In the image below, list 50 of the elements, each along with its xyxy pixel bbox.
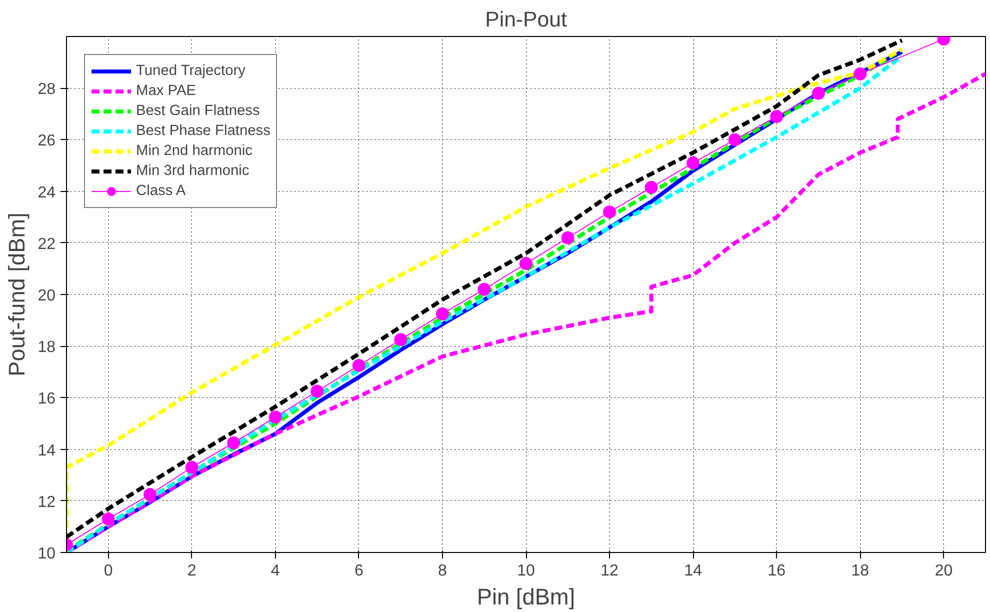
legend-label: Best Gain Flatness	[136, 103, 260, 119]
x-tick-label: 16	[768, 562, 786, 580]
point	[520, 257, 532, 270]
y-tick-label: 14	[38, 442, 56, 460]
x-tick-label: 0	[104, 562, 113, 580]
legend-label: Max PAE	[136, 83, 196, 99]
point	[185, 460, 198, 474]
legend-label: Class A	[136, 183, 186, 199]
legend-label: Best Phase Flatness	[136, 123, 270, 139]
point	[728, 133, 742, 146]
point	[102, 512, 115, 526]
y-tick-label: 20	[38, 288, 56, 304]
point	[436, 307, 449, 320]
legend-label: Min 3rd harmonic	[136, 163, 250, 179]
point	[854, 67, 867, 80]
point	[478, 282, 491, 296]
y-axis-title: Pout-fund [dBm]	[4, 212, 30, 376]
x-tick-label: 12	[600, 562, 619, 580]
x-tick-label: 4	[270, 562, 280, 580]
point	[812, 86, 825, 100]
legend-label: Min 2nd harmonic	[136, 143, 252, 159]
point	[770, 110, 784, 123]
point	[227, 436, 240, 450]
x-tick-label: 8	[438, 562, 448, 580]
y-tick-label: 10	[38, 546, 56, 562]
point	[603, 205, 616, 218]
y-tick-label: 18	[38, 339, 56, 356]
point	[686, 156, 700, 170]
point	[310, 384, 324, 398]
x-tick-label: 6	[354, 562, 364, 580]
point	[394, 333, 408, 346]
point	[352, 358, 366, 372]
y-tick-label: 28	[38, 81, 56, 98]
x-tick-label: 10	[517, 562, 535, 580]
point	[144, 488, 157, 501]
y-tick-label: 24	[38, 184, 56, 202]
point	[561, 231, 574, 244]
x-axis-title: Pin [dBm]	[476, 584, 576, 610]
x-tick-label: 18	[851, 562, 870, 580]
legend-label: Tuned Trajectory	[136, 63, 246, 79]
y-tick-label: 16	[38, 390, 56, 408]
x-tick-label: 20	[934, 562, 953, 580]
chart-title: Pin-Pout	[485, 8, 567, 32]
x-tick-label: 14	[684, 562, 702, 580]
y-tick-label: 12	[38, 494, 56, 511]
y-tick-label: 26	[38, 132, 56, 150]
point	[644, 180, 658, 194]
y-tick-label: 22	[38, 236, 56, 253]
x-tick-label: 2	[187, 562, 196, 580]
point	[268, 410, 282, 424]
